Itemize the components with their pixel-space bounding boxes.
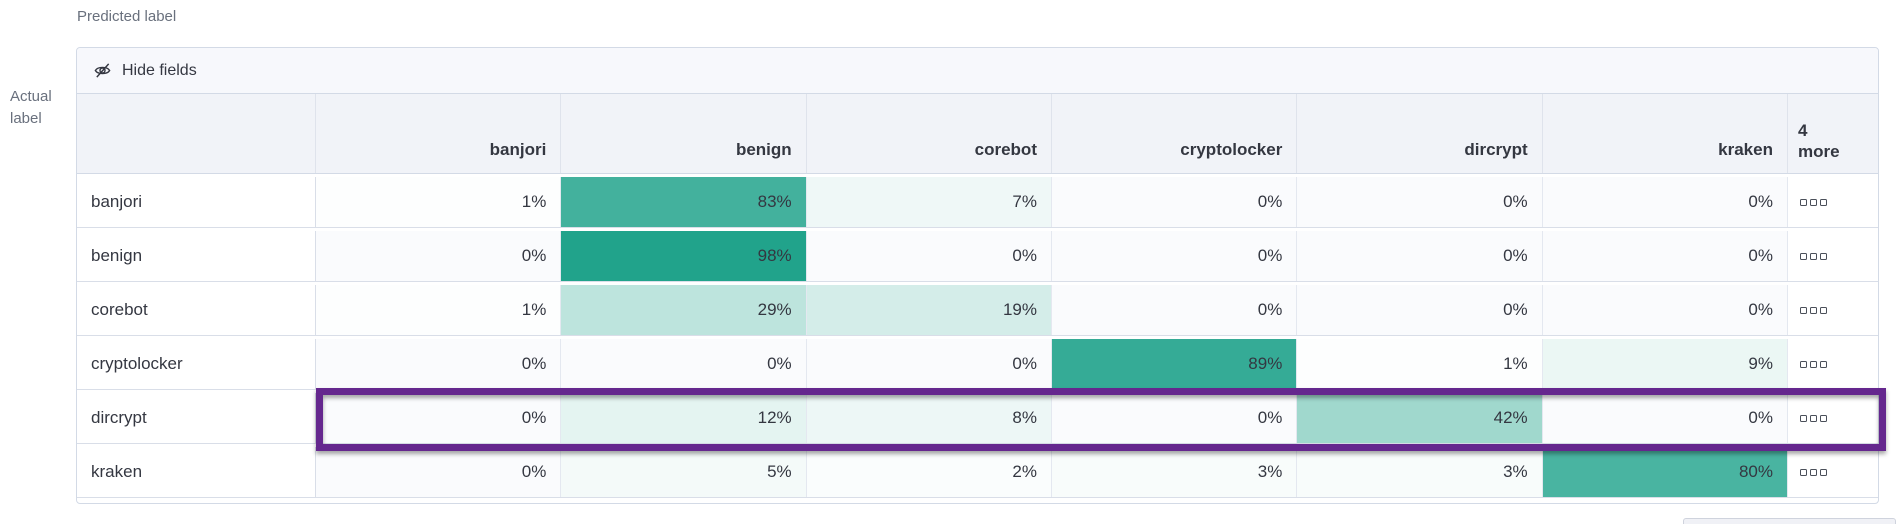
more-columns-count: 4	[1797, 121, 1808, 140]
cell-cryptolocker-banjori: 0%	[316, 339, 562, 389]
row-actions-button[interactable]	[1787, 231, 1878, 281]
grid-row-dircrypt: dircrypt 0% 12% 8% 0% 42% 0%	[77, 388, 1886, 451]
column-header-banjori[interactable]: banjori	[316, 94, 562, 173]
confusion-matrix-grid: Hide fields banjori benign corebot cryptolo…	[76, 47, 1886, 504]
grid-header-row: banjori benign corebot cryptolocker dircrypt…	[77, 94, 1878, 174]
column-header-corebot[interactable]: corebot	[807, 94, 1052, 173]
boxes-horizontal-icon	[1799, 414, 1807, 422]
actual-axis-label-line2: label	[10, 110, 42, 127]
cell-dircrypt-banjori: 0%	[316, 393, 562, 443]
actual-axis-label: Actual label	[10, 86, 52, 130]
cell-kraken-corebot: 2%	[806, 447, 1052, 497]
column-header-cryptolocker[interactable]: cryptolocker	[1052, 94, 1298, 173]
cell-benign-dircrypt: 0%	[1297, 231, 1543, 281]
column-header-dircrypt[interactable]: dircrypt	[1297, 94, 1543, 173]
cell-cryptolocker-cryptolocker: 89%	[1051, 339, 1298, 389]
cell-kraken-kraken: 80%	[1542, 447, 1788, 497]
column-header-kraken[interactable]: kraken	[1543, 94, 1788, 173]
boxes-horizontal-icon	[1819, 306, 1827, 314]
grid-row-banjori: banjori 1% 83% 7% 0% 0% 0%	[77, 177, 1878, 228]
cell-corebot-cryptolocker: 0%	[1051, 285, 1298, 335]
boxes-horizontal-icon	[1809, 414, 1817, 422]
bottom-right-clipped-control[interactable]	[1683, 518, 1896, 524]
row-actions-button[interactable]	[1787, 339, 1878, 389]
cell-corebot-kraken: 0%	[1542, 285, 1788, 335]
boxes-horizontal-icon	[1809, 198, 1817, 206]
eye-closed-icon	[93, 61, 112, 80]
cell-corebot-benign: 29%	[561, 285, 807, 335]
grid-row-benign: benign 0% 98% 0% 0% 0% 0%	[77, 231, 1878, 282]
cell-banjori-banjori: 1%	[316, 177, 562, 227]
cell-benign-banjori: 0%	[316, 231, 562, 281]
cell-corebot-banjori: 1%	[316, 285, 562, 335]
boxes-horizontal-icon	[1819, 414, 1827, 422]
row-label-dircrypt: dircrypt	[77, 393, 316, 443]
cell-dircrypt-benign: 12%	[561, 393, 807, 443]
grid-body: banjori 1% 83% 7% 0% 0% 0% benign 0% 98% 0% 0% 0% 0% c…	[77, 177, 1886, 498]
cell-kraken-dircrypt: 3%	[1297, 447, 1543, 497]
predicted-axis-label: Predicted label	[77, 8, 177, 25]
cell-benign-benign: 98%	[561, 231, 807, 281]
more-columns-word: more	[1797, 142, 1840, 161]
cell-cryptolocker-corebot: 0%	[806, 339, 1052, 389]
row-label-corebot: corebot	[77, 285, 316, 335]
cell-banjori-kraken: 0%	[1542, 177, 1788, 227]
hide-fields-label: Hide fields	[122, 61, 197, 79]
boxes-horizontal-icon	[1819, 468, 1827, 476]
grid-row-corebot: corebot 1% 29% 19% 0% 0% 0%	[77, 285, 1878, 336]
cell-kraken-cryptolocker: 3%	[1051, 447, 1298, 497]
row-actions-button[interactable]	[1787, 393, 1878, 443]
row-actions-button[interactable]	[1787, 285, 1878, 335]
cell-cryptolocker-kraken: 9%	[1542, 339, 1788, 389]
row-actions-button[interactable]	[1787, 447, 1878, 497]
cell-banjori-benign: 83%	[561, 177, 807, 227]
boxes-horizontal-icon	[1809, 306, 1817, 314]
boxes-horizontal-icon	[1799, 468, 1807, 476]
grid-header-corner-cell	[77, 94, 316, 173]
grid-row-kraken: kraken 0% 5% 2% 3% 3% 80%	[77, 447, 1878, 498]
row-label-cryptolocker: cryptolocker	[77, 339, 316, 389]
row-label-benign: benign	[77, 231, 316, 281]
boxes-horizontal-icon	[1819, 198, 1827, 206]
cell-banjori-dircrypt: 0%	[1297, 177, 1543, 227]
cell-cryptolocker-benign: 0%	[561, 339, 807, 389]
cell-kraken-banjori: 0%	[316, 447, 562, 497]
boxes-horizontal-icon	[1799, 360, 1807, 368]
boxes-horizontal-icon	[1799, 198, 1807, 206]
boxes-horizontal-icon	[1809, 468, 1817, 476]
cell-dircrypt-cryptolocker: 0%	[1051, 393, 1298, 443]
cell-corebot-corebot: 19%	[806, 285, 1052, 335]
cell-kraken-benign: 5%	[561, 447, 807, 497]
actual-axis-label-line1: Actual	[10, 88, 52, 105]
grid-toolbar: Hide fields	[77, 48, 1878, 94]
boxes-horizontal-icon	[1799, 252, 1807, 260]
row-label-banjori: banjori	[77, 177, 316, 227]
boxes-horizontal-icon	[1809, 360, 1817, 368]
column-header-more-columns[interactable]: 4 more	[1788, 94, 1878, 173]
boxes-horizontal-icon	[1819, 360, 1827, 368]
cell-banjori-corebot: 7%	[806, 177, 1052, 227]
cell-benign-corebot: 0%	[806, 231, 1052, 281]
row-label-kraken: kraken	[77, 447, 316, 497]
column-header-benign[interactable]: benign	[561, 94, 807, 173]
cell-dircrypt-kraken: 0%	[1542, 393, 1788, 443]
cell-cryptolocker-dircrypt: 1%	[1297, 339, 1543, 389]
boxes-horizontal-icon	[1799, 306, 1807, 314]
cell-dircrypt-corebot: 8%	[806, 393, 1052, 443]
cell-benign-kraken: 0%	[1542, 231, 1788, 281]
cell-benign-cryptolocker: 0%	[1051, 231, 1298, 281]
boxes-horizontal-icon	[1809, 252, 1817, 260]
cell-banjori-cryptolocker: 0%	[1051, 177, 1298, 227]
row-actions-button[interactable]	[1787, 177, 1878, 227]
grid-row-cryptolocker: cryptolocker 0% 0% 0% 89% 1% 9%	[77, 339, 1878, 390]
cell-corebot-dircrypt: 0%	[1297, 285, 1543, 335]
hide-fields-button[interactable]: Hide fields	[85, 57, 205, 84]
boxes-horizontal-icon	[1819, 252, 1827, 260]
cell-dircrypt-dircrypt: 42%	[1297, 393, 1543, 443]
